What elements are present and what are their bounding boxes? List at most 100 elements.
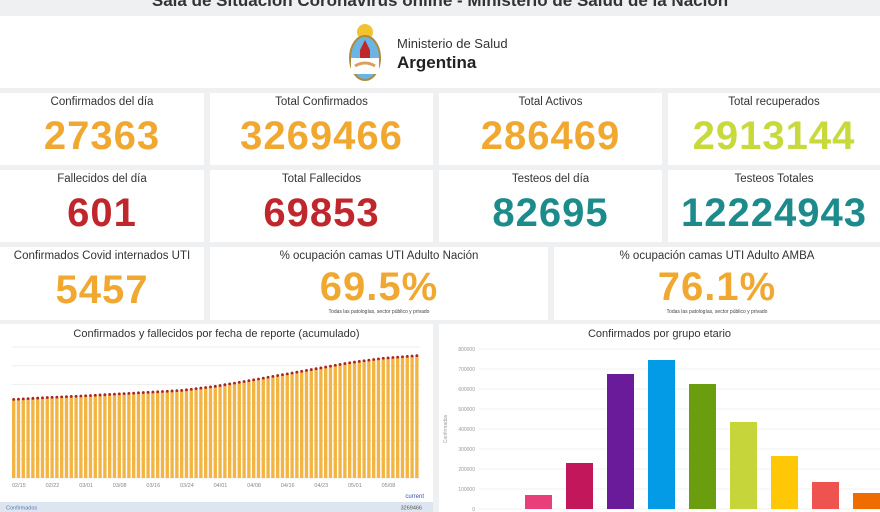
data-point <box>36 396 40 400</box>
data-point <box>271 375 275 378</box>
bar <box>285 373 289 478</box>
data-point <box>223 383 227 387</box>
data-point <box>55 395 59 399</box>
data-point <box>194 387 198 391</box>
bar <box>132 393 136 478</box>
bar <box>376 358 381 478</box>
bar <box>357 361 361 478</box>
data-point <box>285 372 289 376</box>
bar <box>141 392 145 478</box>
bar <box>93 395 97 478</box>
data-point <box>50 395 54 399</box>
data-point <box>242 380 246 383</box>
data-point <box>333 363 337 367</box>
stat-value: 69.5% <box>319 265 439 309</box>
data-point <box>386 356 390 360</box>
country-name: Argentina <box>397 53 477 72</box>
bar <box>31 398 35 478</box>
bar <box>208 386 213 478</box>
bar <box>74 396 78 478</box>
stat-label: Confirmados del día <box>50 96 154 108</box>
data-point <box>343 362 347 365</box>
bar <box>21 398 25 478</box>
y-tick-label: 0 <box>472 507 475 512</box>
data-point <box>93 393 97 397</box>
bar <box>112 394 117 478</box>
x-tick-label: 04/01 <box>214 483 228 489</box>
data-point <box>405 354 409 358</box>
stat-value: 286469 <box>480 114 621 158</box>
y-tick-label: 700000 <box>458 367 475 373</box>
bar <box>607 374 634 509</box>
stat-value: 601 <box>67 191 137 235</box>
stat-value: 69853 <box>263 191 380 235</box>
bar <box>194 388 198 478</box>
x-tick-label: 04/16 <box>281 483 295 489</box>
data-point <box>353 360 356 364</box>
bar <box>98 394 102 478</box>
bar <box>12 399 16 478</box>
bar <box>295 372 299 478</box>
bar <box>146 392 150 478</box>
data-point <box>170 389 174 393</box>
bar <box>122 393 126 478</box>
data-point <box>329 364 332 368</box>
bar <box>648 360 675 509</box>
bar <box>566 463 593 509</box>
bar <box>223 384 227 478</box>
y-axis-label: Confirmados <box>443 414 449 443</box>
data-point <box>65 395 68 399</box>
bar <box>69 396 73 478</box>
bar <box>165 391 169 478</box>
data-point <box>324 365 328 369</box>
stat-label: % ocupación camas UTI Adulto AMBA <box>619 250 815 262</box>
stat-label: % ocupación camas UTI Adulto Nación <box>279 250 479 262</box>
bar <box>771 456 798 509</box>
bar <box>410 356 414 478</box>
data-point <box>74 394 78 398</box>
data-point <box>266 375 270 379</box>
bar <box>396 357 400 478</box>
bar <box>242 381 246 478</box>
data-point <box>309 368 313 371</box>
data-point <box>45 396 49 399</box>
x-tick-label: 03/24 <box>180 483 194 489</box>
y-tick-label: 800000 <box>458 347 475 353</box>
y-tick-label: 400000 <box>458 427 475 433</box>
bar <box>381 358 385 478</box>
data-point <box>338 363 342 366</box>
header: Ministerio de Salud Argentina <box>0 16 880 88</box>
bar <box>304 370 309 478</box>
data-point <box>247 379 251 383</box>
y-tick-label: 600000 <box>458 387 475 393</box>
stat-card: Fallecidos del día 601 <box>0 170 204 242</box>
bar <box>160 391 165 478</box>
bar <box>689 384 716 509</box>
bar <box>730 422 757 509</box>
y-tick-label: 300000 <box>458 447 475 453</box>
data-point <box>204 386 208 389</box>
bar <box>40 397 45 478</box>
bar <box>343 363 347 478</box>
bar <box>812 482 839 509</box>
x-tick-label: 03/01 <box>79 483 93 489</box>
ministry-name: Ministerio de Salud <box>397 36 508 51</box>
stat-card: Confirmados del día 27363 <box>0 93 204 165</box>
data-point <box>151 390 155 394</box>
stat-value: 3269466 <box>240 114 403 158</box>
data-point <box>146 390 150 394</box>
bar <box>352 362 357 478</box>
data-point <box>137 391 140 395</box>
stat-card: Confirmados Covid internados UTI 5457 <box>0 247 204 320</box>
bar <box>45 397 49 478</box>
data-point <box>103 393 107 397</box>
stat-card: Total recuperados 2913144 <box>668 93 880 165</box>
bar <box>175 390 179 478</box>
data-point <box>89 394 92 397</box>
bar <box>64 396 69 478</box>
stat-label: Testeos del día <box>511 173 590 185</box>
coat-of-arms-logo <box>349 24 381 81</box>
stat-card: % ocupación camas UTI Adulto AMBA 76.1% T… <box>554 247 880 320</box>
bar <box>276 375 280 478</box>
data-point <box>372 358 376 361</box>
